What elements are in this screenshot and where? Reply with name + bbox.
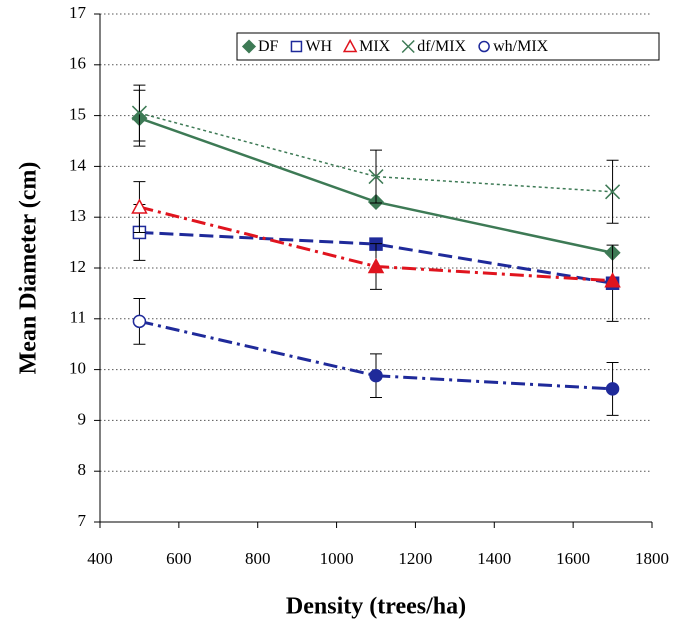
y-axis-title: Mean Diameter (cm): [16, 162, 42, 375]
legend-label: wh/MIX: [493, 38, 549, 55]
y-tick-label: 11: [70, 308, 86, 327]
x-axis-title: Density (trees/ha): [286, 594, 466, 620]
y-tick-label: 12: [69, 257, 86, 276]
y-tick-label: 10: [69, 359, 86, 378]
legend-marker: [241, 39, 257, 54]
legend-label: WH: [305, 38, 332, 55]
marker: [605, 184, 621, 200]
y-tick-label: 9: [78, 409, 87, 428]
marker: [604, 272, 621, 288]
legend-label: df/MIX: [417, 38, 466, 55]
legend-marker: [401, 39, 415, 54]
marker: [131, 105, 147, 121]
x-tick-label: 800: [245, 549, 271, 568]
legend-box: [236, 32, 660, 61]
x-tick-label: 1600: [556, 549, 590, 568]
marker: [369, 368, 383, 383]
marker: [368, 169, 384, 185]
series-line: [139, 112, 613, 193]
legend-marker: [290, 40, 303, 53]
y-tick-label: 14: [69, 155, 87, 174]
legend: DF WH MIX df/MIX wh/MIX: [236, 32, 660, 61]
x-tick-label: 1000: [320, 549, 354, 568]
x-tick-label: 1800: [635, 549, 669, 568]
x-tick-label: 1400: [477, 549, 511, 568]
y-tick-label: 15: [69, 105, 86, 124]
legend-marker: [342, 38, 358, 53]
x-tick-label: 400: [87, 549, 113, 568]
legend-label: DF: [258, 38, 279, 55]
marker: [132, 314, 147, 329]
y-tick-label: 16: [69, 54, 86, 73]
marker: [605, 382, 620, 396]
y-tick-label: 17: [69, 3, 87, 22]
marker: [131, 198, 148, 214]
x-tick-label: 600: [166, 549, 192, 568]
x-tick-label: 1200: [398, 549, 432, 568]
marker: [367, 257, 385, 274]
y-tick-label: 8: [78, 460, 87, 479]
y-tick-label: 13: [69, 206, 86, 225]
legend-label: MIX: [359, 38, 391, 55]
legend-marker: [478, 40, 490, 53]
y-tick-label: 7: [78, 511, 87, 530]
